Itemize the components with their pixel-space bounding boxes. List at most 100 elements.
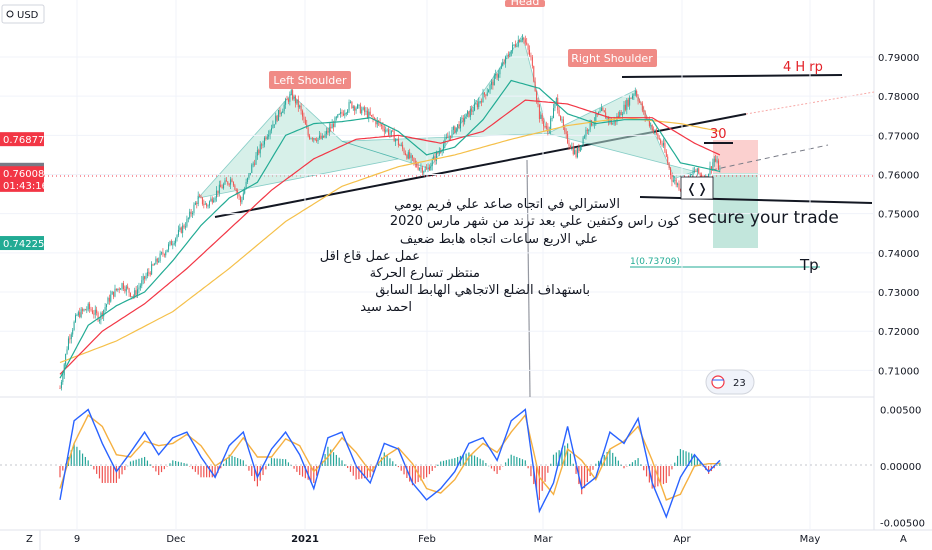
candle-body — [438, 151, 440, 154]
histogram-bar — [191, 466, 194, 470]
candle-body — [347, 110, 349, 113]
flag-icon — [711, 375, 725, 389]
symbol-box[interactable] — [680, 176, 714, 200]
candle-body — [651, 125, 653, 131]
neckline[interactable] — [214, 113, 747, 218]
secure-trade-label[interactable]: secure your trade — [688, 208, 839, 228]
histogram-bar — [203, 466, 205, 478]
candle-body — [603, 110, 605, 113]
candle-body — [94, 309, 96, 315]
take-profit-zone[interactable] — [713, 173, 758, 248]
candle-body — [537, 100, 539, 105]
left-shoulder-label-box[interactable] — [269, 71, 351, 89]
histogram-bar — [344, 464, 346, 466]
histogram-bar — [445, 460, 447, 466]
analysis-note[interactable]: الاسترالي في اتجاه صاعد علي فريم يومي كو… — [320, 197, 681, 315]
candle-body — [574, 150, 576, 155]
histogram-bar — [383, 452, 385, 466]
lower-target-line[interactable] — [639, 196, 873, 204]
histogram-bar — [389, 458, 391, 466]
candle-body — [182, 225, 184, 233]
auto-scale-icon[interactable]: A — [900, 534, 907, 545]
candle-body — [125, 286, 127, 292]
histogram-bar — [600, 457, 603, 466]
candle-body — [575, 150, 577, 157]
head-label-box[interactable] — [505, 0, 545, 7]
candle-body — [366, 110, 368, 118]
price-tag-box — [0, 132, 44, 147]
histogram-bar — [629, 464, 631, 466]
right-shoulder-label-box[interactable] — [568, 49, 657, 67]
candle-body — [423, 171, 425, 173]
price-tag-text: 01:43:16 — [3, 181, 48, 192]
histogram-bar — [482, 460, 484, 466]
currency-label: USD — [17, 10, 39, 21]
price-axis[interactable]: 0.79000 0.78000 0.77000 0.76000 0.75000 0.740… — [0, 53, 919, 377]
candle-body — [351, 101, 353, 109]
candle-body — [665, 151, 667, 157]
histogram-bar — [598, 460, 600, 466]
candle-body — [285, 99, 287, 105]
candle-body — [454, 126, 456, 133]
candle-body — [419, 168, 421, 170]
candle-body — [498, 74, 500, 78]
candle-body — [118, 288, 120, 290]
candle-body — [111, 291, 113, 295]
candle-body — [527, 44, 529, 50]
candle-body — [397, 139, 399, 145]
candle-body — [327, 130, 329, 133]
candle-body — [696, 168, 698, 172]
currency-badge[interactable] — [1, 4, 45, 24]
histogram-bar — [696, 458, 698, 466]
candle-body — [605, 112, 607, 119]
candle-body — [435, 152, 437, 161]
candle-body — [317, 137, 319, 142]
histogram-bar — [583, 466, 586, 489]
candle-body — [547, 126, 549, 132]
histogram-bar — [138, 458, 140, 466]
histogram-bar — [363, 466, 366, 479]
candle-body — [200, 196, 202, 198]
candle-body — [469, 109, 471, 117]
histogram-bar — [163, 466, 165, 470]
candle-body — [578, 147, 580, 152]
histogram-bar — [547, 466, 549, 473]
histogram-bar — [59, 466, 61, 478]
histogram-bar — [434, 466, 436, 468]
candle-body — [582, 137, 584, 146]
candle-body — [254, 163, 256, 165]
time-axis[interactable]: 9 Dec 2021 Feb Mar Apr May — [74, 0, 821, 545]
histogram-bar — [617, 460, 619, 466]
candle-body — [124, 289, 126, 292]
candle-body — [217, 190, 219, 194]
candle-body — [137, 289, 139, 295]
candle-body — [368, 111, 370, 118]
candle-body — [636, 91, 638, 97]
histogram-bar — [239, 459, 242, 466]
histogram-bar — [338, 457, 340, 466]
candle-body — [514, 44, 516, 47]
candle-body — [499, 68, 501, 75]
target-4h-label[interactable]: 4 H rp — [783, 60, 823, 75]
stop-loss-zone[interactable] — [713, 140, 758, 173]
oscillator-axis[interactable]: 0.00500 0.00000 -0.00500 — [880, 406, 925, 530]
resistance-line[interactable] — [621, 74, 843, 78]
events-badge[interactable]: 23 — [705, 369, 755, 395]
candle-body — [66, 349, 68, 354]
candle-body — [455, 127, 457, 133]
candle-body — [155, 258, 157, 265]
candle-body — [558, 110, 560, 116]
candle-body — [670, 167, 672, 176]
candle-body — [241, 199, 243, 203]
histogram-bar — [73, 443, 75, 466]
tp-label[interactable]: Tp — [799, 256, 819, 274]
pips-label[interactable]: 30 — [710, 127, 727, 142]
candle-body — [581, 145, 583, 147]
timezone-icon[interactable]: Z — [26, 534, 33, 545]
fib-label[interactable]: 1(0.73709) — [630, 257, 680, 267]
price-tick-label: 0.76000 — [878, 171, 919, 182]
histogram-bar — [586, 466, 588, 483]
candle-body — [585, 129, 587, 137]
time-tick-label: Feb — [418, 534, 436, 545]
